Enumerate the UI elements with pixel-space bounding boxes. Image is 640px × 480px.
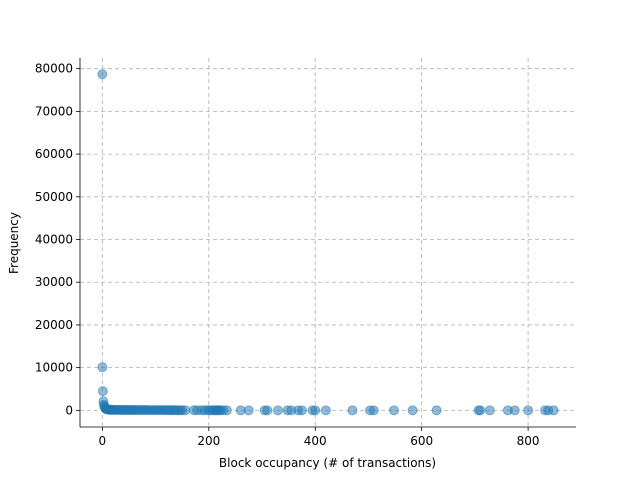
data-point [523,405,534,416]
data-point [243,405,254,416]
data-points [97,69,559,416]
data-point [262,405,273,416]
tick-labels: 0 200 400 600 800 0 10000 20000 30000 40000 50000 6… [35,62,540,448]
data-point [509,405,520,416]
y-tick-label: 70000 [35,104,73,118]
y-tick-label: 50000 [35,190,73,204]
data-point [388,405,399,416]
data-point [431,405,442,416]
data-point [320,405,331,416]
y-tick-label: 30000 [35,275,73,289]
data-point [475,405,486,416]
data-point [221,405,232,416]
data-point [97,386,108,397]
x-axis-label: Block occupancy (# of transactions) [219,456,436,470]
y-tick-label: 20000 [35,318,73,332]
data-point [296,405,307,416]
x-tick-label: 0 [99,434,107,448]
data-point [272,405,283,416]
data-point [368,405,379,416]
x-tick-label: 400 [304,434,327,448]
x-tick-label: 600 [410,434,433,448]
data-point [407,405,418,416]
data-point [548,405,559,416]
y-tick-label: 60000 [35,147,73,161]
y-tick-label: 40000 [35,233,73,247]
x-tick-label: 200 [197,434,220,448]
data-point [484,405,495,416]
y-axis-label: Frequency [7,212,21,274]
x-tick-label: 800 [517,434,540,448]
grid [80,58,576,427]
data-point [180,405,191,416]
data-point [97,362,108,373]
data-point [347,405,358,416]
data-point [97,69,108,80]
data-point [310,405,321,416]
y-tick-label: 10000 [35,361,73,375]
axes [76,58,576,431]
y-tick-label: 80000 [35,62,73,76]
y-tick-label: 0 [65,403,73,417]
